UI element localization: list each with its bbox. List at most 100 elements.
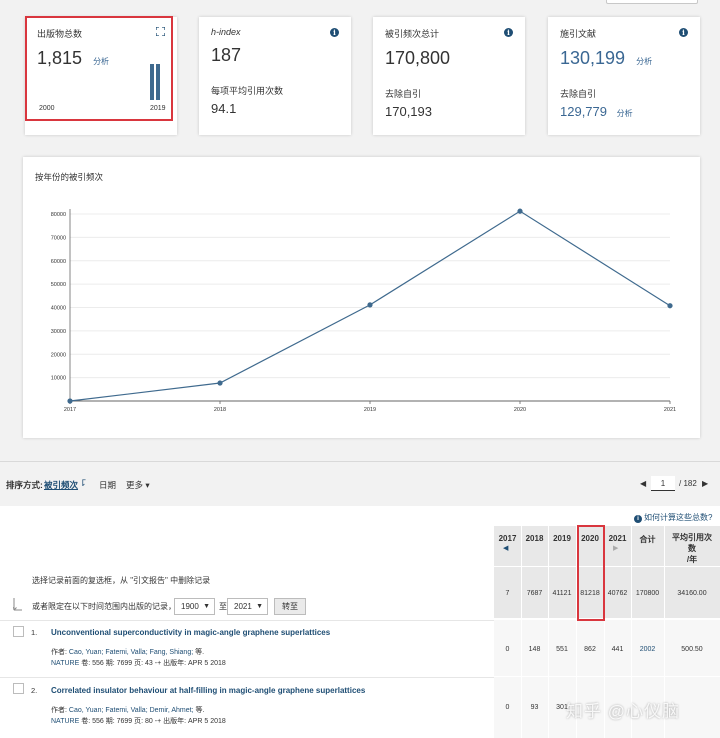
self-citation-excluded-label: 去除自引 <box>385 89 422 99</box>
times-cited-card: 被引频次总计 170,800 去除自引 170,193 i <box>373 17 525 135</box>
y-tick-label: 20000 <box>51 352 66 358</box>
range-note: 或者限定在以下时间范围内出版的记录，从 <box>32 602 184 611</box>
info-icon: i <box>634 515 642 523</box>
from-year-value: 1900 <box>181 602 199 611</box>
author-prefix: 作者: <box>51 707 67 714</box>
record-number: 2. <box>31 686 38 695</box>
year-2020-highlight-box <box>577 525 605 621</box>
y-tick-label: 50000 <box>51 282 66 288</box>
sort-direction-icon[interactable]: ⇂̄ <box>79 478 87 488</box>
record-title[interactable]: Unconventional superconductivity in magi… <box>51 628 331 637</box>
total-2021: 40762 <box>607 590 628 597</box>
total-sum: 170800 <box>635 590 660 597</box>
hindex-value: 187 <box>211 45 242 65</box>
to-label: 至 <box>219 602 227 611</box>
year-table-header-bg <box>494 526 720 618</box>
next-page-icon[interactable]: ▶ <box>702 479 709 488</box>
watermark: 知乎 @心仪脑 <box>566 702 680 721</box>
down-arrow-icon <box>13 598 23 612</box>
year-table-body-bg <box>494 620 720 738</box>
row-divider <box>0 620 494 621</box>
how-calculated-text: 如何计算这些总数? <box>644 513 713 522</box>
publications-value: 1,815 分析 <box>37 48 165 69</box>
to-year-select[interactable]: 2021 ▼ <box>227 598 268 615</box>
record-title[interactable]: Correlated insulator behaviour at half-f… <box>51 686 366 695</box>
column-separator <box>664 526 665 738</box>
from-year-select[interactable]: 1900 ▼ <box>174 598 215 615</box>
y-tick-label: 10000 <box>51 376 66 382</box>
go-button[interactable]: 转至 <box>274 598 306 615</box>
sort-label: 排序方式: <box>6 480 43 490</box>
hindex-label: h-index <box>211 27 241 37</box>
caret-down-icon: ▾ <box>145 480 150 490</box>
y-tick-label: 80000 <box>51 212 66 218</box>
data-point <box>67 398 73 404</box>
mini-chart-end-year: 2019 <box>150 105 166 112</box>
cell-2019: 551 <box>556 646 568 653</box>
citations-by-year-panel: 按年份的被引频次 10000 20000 30000 40000 50000 60000 7… <box>23 157 700 438</box>
author-suffix: 等. <box>195 707 205 714</box>
cell-2021: 441 <box>611 646 624 653</box>
citing-articles-count[interactable]: 130,199 <box>560 48 626 68</box>
sort-by-date[interactable]: 日期 <box>99 480 117 490</box>
chart-title: 按年份的被引频次 <box>35 172 104 182</box>
publications-analyze-link[interactable]: 分析 <box>93 57 110 66</box>
cell-total[interactable]: 2002 <box>639 646 656 653</box>
citing-articles-card: 施引文献 130,199 分析 去除自引 129,779 分析 i <box>548 17 700 135</box>
citations-line-chart: 10000 20000 30000 40000 50000 60000 70000 80000… <box>51 208 676 413</box>
prev-year-icon[interactable]: ◀ <box>503 545 509 552</box>
column-separator <box>548 526 549 738</box>
row-separator <box>494 566 720 567</box>
total-2019: 41121 <box>552 590 572 597</box>
record-checkbox[interactable] <box>13 626 24 637</box>
column-separator <box>604 526 605 738</box>
journal-name[interactable]: NATURE <box>51 718 80 725</box>
author-links[interactable]: Cao, Yuan; Fatemi, Valla; Demir, Ahmet; <box>68 707 194 714</box>
info-icon[interactable]: i <box>330 28 339 37</box>
publications-label: 出版物总数 <box>37 29 83 39</box>
row-separator <box>494 676 720 677</box>
hindex-card: h-index 187 每项平均引用次数 94.1 i <box>199 17 351 135</box>
col-header-avg-line2: 数 <box>688 544 696 553</box>
citing-self-excluded-count[interactable]: 129,779 <box>560 104 607 119</box>
mini-bar <box>156 64 160 100</box>
journal-name[interactable]: NATURE <box>51 660 80 667</box>
publications-mini-chart <box>150 64 160 100</box>
col-header-2018: 2018 <box>525 534 544 543</box>
data-point <box>217 380 223 386</box>
data-point <box>517 208 523 214</box>
author-links[interactable]: Cao, Yuan; Fatemi, Valla; Fang, Shiang; <box>68 649 194 656</box>
page-total: / 182 <box>679 479 697 488</box>
page-number-input[interactable]: 1 <box>651 476 675 491</box>
total-2020: 81218 <box>580 590 600 597</box>
prev-page-icon[interactable]: ◀ <box>640 479 647 488</box>
mini-bar <box>150 64 154 100</box>
record-number: 1. <box>31 628 38 637</box>
info-icon[interactable]: i <box>679 28 688 37</box>
record-checkbox[interactable] <box>13 683 24 694</box>
times-cited-value: 170,800 <box>385 48 451 68</box>
record-authors: 作者: Cao, Yuan; Fatemi, Valla; Fang, Shia… <box>51 647 204 657</box>
total-avg: 34160.00 <box>677 590 707 597</box>
info-icon[interactable]: i <box>504 28 513 37</box>
y-tick-label: 40000 <box>51 306 66 312</box>
author-suffix: 等. <box>195 649 205 656</box>
publications-count: 1,815 <box>37 48 83 68</box>
sort-more-dropdown[interactable]: 更多 ▾ <box>126 479 150 491</box>
citing-self-excluded-analyze-link[interactable]: 分析 <box>616 109 633 118</box>
sort-by-times-cited[interactable]: 被引频次 <box>44 480 79 490</box>
top-search-input[interactable] <box>606 0 698 4</box>
citing-analyze-link[interactable]: 分析 <box>636 57 653 66</box>
cell-2017: 0 <box>505 704 510 711</box>
expand-icon[interactable] <box>155 26 166 37</box>
data-point <box>667 303 673 309</box>
citing-self-excluded-label: 去除自引 <box>560 89 597 99</box>
avg-citations-value: 94.1 <box>211 101 237 116</box>
col-header-avg: 平均引用次 数 /年 <box>664 532 720 565</box>
column-separator <box>521 526 522 738</box>
col-header-2017: 2017 <box>498 534 517 543</box>
record-authors: 作者: Cao, Yuan; Fatemi, Valla; Demir, Ahm… <box>51 705 204 715</box>
cell-avg: 500.50 <box>681 646 703 653</box>
next-year-icon[interactable]: ▶ <box>613 545 619 552</box>
how-calculated-link[interactable]: i 如何计算这些总数? <box>634 512 712 523</box>
